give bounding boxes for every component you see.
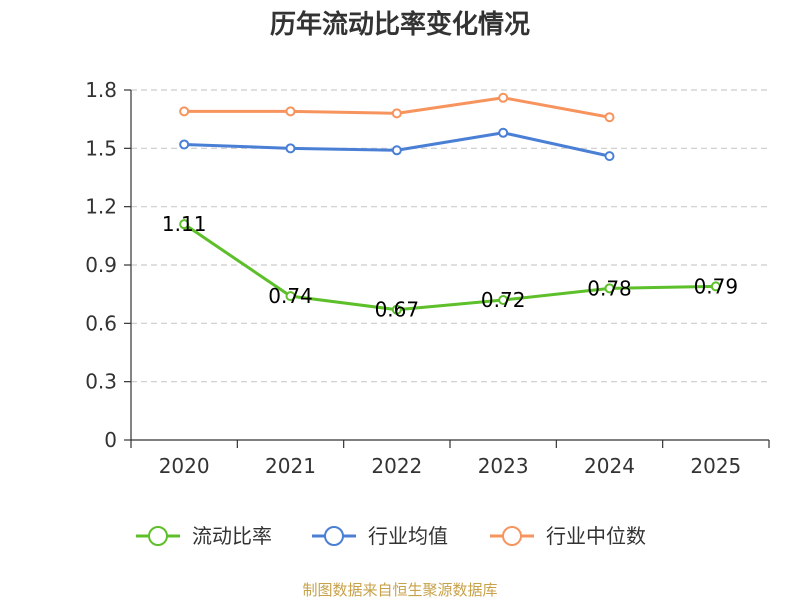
legend[interactable]: 流动比率 行业均值 行业中位数 bbox=[136, 524, 646, 548]
x-tick-label: 2020 bbox=[159, 454, 210, 478]
series-layer bbox=[179, 92, 721, 315]
data-point bbox=[498, 127, 509, 138]
x-tick-label: 2024 bbox=[584, 454, 635, 478]
data-point bbox=[179, 139, 190, 150]
data-point bbox=[391, 304, 402, 315]
data-point bbox=[604, 151, 615, 162]
chart-title: 历年流动比率变化情况 bbox=[270, 9, 530, 40]
label-layer: 1.11 0.74 0.67 0.72 0.78 0.79 bbox=[162, 212, 738, 322]
legend-item-0[interactable]: 流动比率 bbox=[136, 524, 272, 548]
series-line-0 bbox=[182, 222, 718, 312]
x-tick-label: 2021 bbox=[265, 454, 316, 478]
data-point bbox=[285, 106, 296, 117]
data-label: 0.78 bbox=[587, 276, 632, 300]
y-tick-label: 0.9 bbox=[85, 253, 117, 277]
legend-marker bbox=[502, 526, 522, 546]
data-point bbox=[391, 108, 402, 119]
x-tick-label: 2022 bbox=[371, 454, 422, 478]
legend-item-2[interactable]: 行业中位数 bbox=[490, 524, 646, 548]
y-tick-label: 1.8 bbox=[85, 78, 117, 102]
grid-layer bbox=[131, 89, 769, 383]
source-note: 制图数据来自恒生聚源数据库 bbox=[302, 581, 497, 599]
y-tick-label: 0.3 bbox=[85, 370, 117, 394]
data-point bbox=[391, 145, 402, 156]
legend-label: 行业中位数 bbox=[546, 524, 646, 548]
data-label: 0.74 bbox=[268, 284, 313, 308]
data-label: 0.67 bbox=[375, 298, 420, 322]
legend-item-1[interactable]: 行业均值 bbox=[312, 524, 448, 548]
legend-label: 行业均值 bbox=[368, 524, 448, 548]
data-point bbox=[179, 219, 190, 230]
data-point bbox=[285, 291, 296, 302]
data-point bbox=[710, 281, 721, 292]
legend-label: 流动比率 bbox=[192, 524, 272, 548]
x-tick-label: 2025 bbox=[690, 454, 741, 478]
data-label: 0.79 bbox=[694, 274, 739, 298]
x-tick-label: 2023 bbox=[478, 454, 529, 478]
data-point bbox=[179, 106, 190, 117]
y-tick-label: 0 bbox=[104, 428, 117, 452]
data-point bbox=[604, 283, 615, 294]
y-tick-label: 1.2 bbox=[85, 195, 117, 219]
data-label: 1.11 bbox=[162, 212, 207, 236]
legend-marker bbox=[148, 526, 168, 546]
axis-layer: 0 0.3 0.6 0.9 1.2 1.5 1.8 2020 2021 2022 2023 2024 2… bbox=[85, 78, 770, 478]
y-tick-label: 0.6 bbox=[85, 311, 117, 335]
legend-marker bbox=[324, 526, 344, 546]
data-point bbox=[285, 143, 296, 154]
data-point bbox=[604, 112, 615, 123]
y-tick-label: 1.5 bbox=[85, 136, 117, 160]
data-point bbox=[498, 92, 509, 103]
data-label: 0.72 bbox=[481, 288, 526, 312]
data-point bbox=[498, 295, 509, 305]
